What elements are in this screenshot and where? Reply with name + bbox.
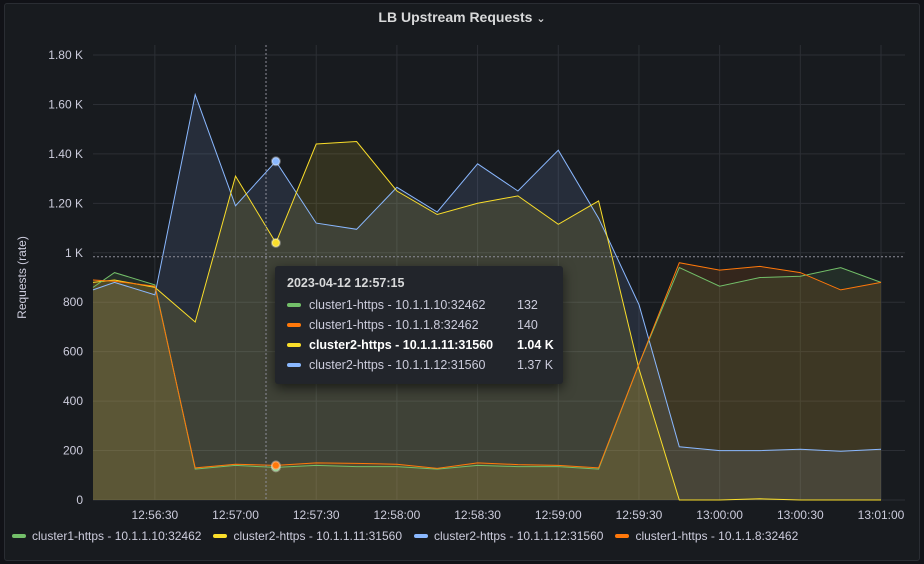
y-tick-label: 1.40 K: [48, 147, 83, 161]
x-tick-label: 13:01:00: [858, 508, 905, 522]
y-tick-label: 600: [63, 345, 83, 359]
series-swatch: [287, 343, 301, 347]
series-line: [92, 140, 881, 501]
legend: cluster1-https - 10.1.1.10:32462 cluster…: [12, 529, 798, 543]
tooltip-value: 1.04 K: [517, 338, 554, 352]
hover-point: [270, 156, 281, 167]
series-area: [93, 262, 881, 500]
tooltip-time: 2023-04-12 12:57:15: [287, 276, 405, 290]
legend-label: cluster1-https - 10.1.1.10:32462: [32, 529, 202, 543]
x-tick-label: 13:00:00: [696, 508, 743, 522]
series-swatch: [287, 363, 301, 367]
chevron-down-icon: ⌄: [536, 13, 546, 25]
tooltip-row-highlighted: cluster2-https - 10.1.1.11:31560 1.04 K: [287, 338, 557, 352]
hover-point: [270, 237, 281, 248]
tooltip-row: cluster2-https - 10.1.1.12:31560 1.37 K: [287, 358, 557, 372]
tooltip-value: 132: [517, 298, 538, 312]
y-tick-label: 200: [63, 444, 83, 458]
y-tick-label: 0: [76, 493, 83, 507]
x-tick-label: 12:57:00: [212, 508, 259, 522]
x-tick-label: 12:58:30: [454, 508, 501, 522]
x-tick-label: 12:56:30: [131, 508, 178, 522]
series-swatch: [287, 323, 301, 327]
tooltip-label: cluster1-https - 10.1.1.10:32462: [309, 298, 486, 312]
x-tick-label: 12:59:30: [616, 508, 663, 522]
series-line: [92, 266, 882, 470]
series-area: [93, 267, 881, 500]
legend-label: cluster1-https - 10.1.1.8:32462: [635, 529, 799, 543]
tooltip-label: cluster2-https - 10.1.1.12:31560: [309, 358, 486, 372]
series-swatch: [213, 534, 228, 538]
series-swatch: [414, 534, 429, 538]
series-swatch: [12, 534, 26, 538]
tooltip-value: 1.37 K: [517, 358, 554, 372]
y-axis-label: Requests (rate): [15, 236, 29, 319]
x-tick-label: 12:57:30: [293, 508, 340, 522]
legend-item[interactable]: cluster2-https - 10.1.1.11:31560: [213, 529, 402, 543]
legend-label: cluster2-https - 10.1.1.12:31560: [434, 529, 604, 543]
series-line: [92, 92, 882, 452]
legend-item[interactable]: cluster1-https - 10.1.1.10:32462: [12, 529, 201, 543]
legend-item[interactable]: cluster2-https - 10.1.1.12:31560: [414, 529, 603, 543]
y-tick-label: 1.20 K: [48, 196, 83, 210]
y-tick-label: 1.60 K: [48, 97, 83, 111]
tooltip-label: cluster1-https - 10.1.1.8:32462: [309, 318, 479, 332]
series-swatch: [615, 534, 630, 538]
legend-item[interactable]: cluster1-https - 10.1.1.8:32462: [615, 529, 798, 543]
x-tick-label: 12:58:00: [374, 508, 421, 522]
tooltip-row: cluster1-https - 10.1.1.10:32462 132: [287, 298, 557, 312]
y-tick-label: 400: [63, 394, 83, 408]
hover-point: [270, 460, 281, 471]
series-swatch: [287, 303, 301, 307]
panel-title-text: LB Upstream Requests: [378, 9, 533, 25]
tooltip: 2023-04-12 12:57:15 cluster1-https - 10.…: [275, 266, 563, 384]
series-line: [92, 262, 882, 469]
tooltip-value: 140: [517, 318, 538, 332]
y-tick-label: 1.80 K: [48, 48, 83, 62]
y-tick-label: 1 K: [65, 246, 83, 260]
legend-label: cluster2-https - 10.1.1.11:31560: [233, 529, 403, 543]
tooltip-row: cluster1-https - 10.1.1.8:32462 140: [287, 318, 557, 332]
panel-title[interactable]: LB Upstream Requests ⌄: [0, 9, 924, 25]
tooltip-label: cluster2-https - 10.1.1.11:31560: [309, 338, 494, 352]
x-tick-label: 12:59:00: [535, 508, 582, 522]
x-tick-label: 13:00:30: [777, 508, 824, 522]
y-tick-label: 800: [63, 295, 83, 309]
